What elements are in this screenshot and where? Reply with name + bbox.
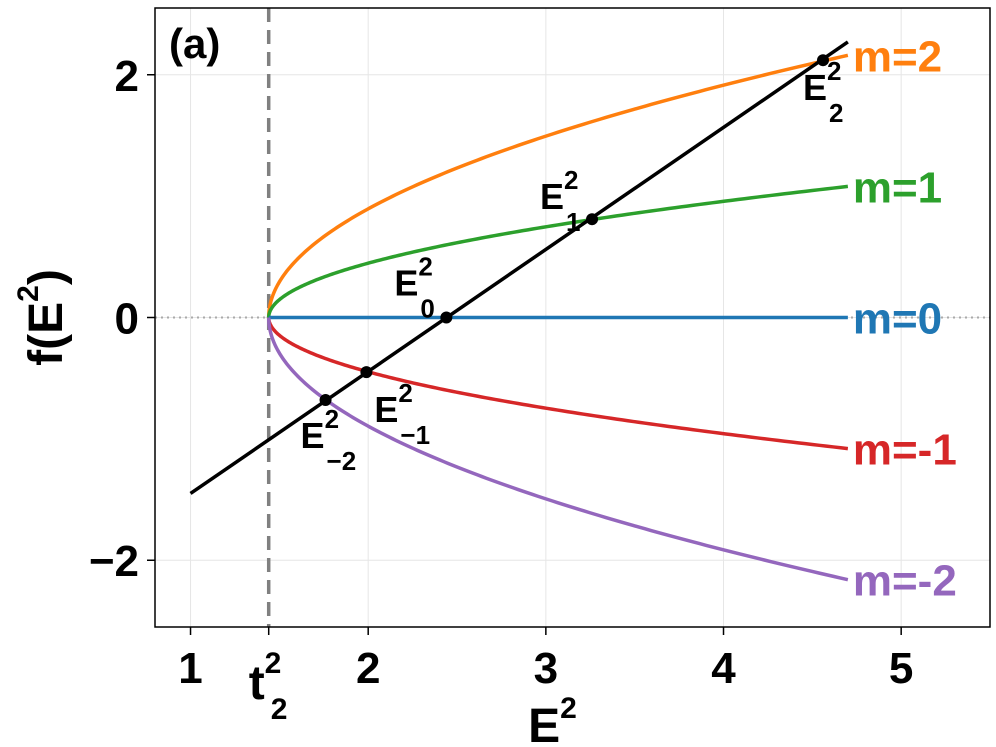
points bbox=[319, 54, 829, 407]
x-axis-label: E2 bbox=[528, 692, 577, 747]
ticks: 1 2 3 4 5 −2 0 2 bbox=[89, 52, 914, 693]
point-label-sup: 2 bbox=[564, 165, 578, 195]
point-label-base: E bbox=[803, 67, 827, 108]
y-tick-label: 2 bbox=[115, 52, 139, 101]
point-label-sub: 0 bbox=[420, 294, 434, 324]
point-label: E2 −2 bbox=[301, 404, 357, 476]
intersection-line bbox=[189, 40, 849, 495]
point-label-sup: 2 bbox=[325, 404, 339, 434]
point-label-sub: −1 bbox=[400, 420, 430, 450]
series-line-m=2 bbox=[266, 53, 849, 318]
series-line-m=1 bbox=[266, 184, 849, 318]
x-tick-label: 4 bbox=[711, 644, 736, 693]
curves bbox=[189, 40, 849, 582]
point-label-sub: 1 bbox=[566, 207, 580, 237]
x-tick-label: 1 bbox=[178, 644, 202, 693]
x-tick-label: 3 bbox=[534, 644, 558, 693]
intersection-point bbox=[586, 213, 599, 226]
panel-label: (a) bbox=[169, 20, 220, 67]
threshold-label-sub: 2 bbox=[271, 693, 288, 726]
point-label: E2 −1 bbox=[374, 378, 430, 450]
point-label-sup: 2 bbox=[418, 252, 432, 282]
point-label-sup: 2 bbox=[827, 56, 841, 86]
series-line-m=-1 bbox=[266, 317, 849, 451]
series-label-m=0: m=0 bbox=[853, 295, 942, 344]
point-label-sub: −2 bbox=[327, 446, 357, 476]
labels: m=2m=1m=0m=-1m=-2E2 2E2 1E2 0E2 −1E2 −2 bbox=[301, 32, 957, 605]
intersection-point bbox=[817, 54, 829, 67]
point-label-sub: 2 bbox=[829, 98, 843, 128]
x-axis-label-sup: 2 bbox=[560, 692, 577, 725]
point-label-base: E bbox=[374, 389, 398, 430]
x-axis-label-base: E bbox=[528, 700, 560, 747]
threshold-label-sup: 2 bbox=[265, 647, 282, 680]
point-label: E2 0 bbox=[394, 252, 434, 324]
series-label-m=1: m=1 bbox=[853, 163, 942, 212]
point-label-sup: 2 bbox=[398, 378, 412, 408]
point-label-base: E bbox=[394, 263, 418, 304]
y-tick-label: 0 bbox=[115, 295, 139, 344]
x-tick-label: 2 bbox=[356, 644, 380, 693]
y-axis-label-sup: 2 bbox=[12, 285, 45, 302]
series-label-m=-2: m=-2 bbox=[853, 557, 957, 606]
point-label: E2 2 bbox=[803, 56, 843, 128]
y-axis-label-pre: f(E bbox=[20, 302, 73, 366]
intersection-point bbox=[360, 366, 373, 379]
point-label: E2 1 bbox=[540, 165, 580, 237]
threshold-label-base: t bbox=[249, 657, 265, 710]
x-tick-label: 5 bbox=[889, 644, 913, 693]
point-label-base: E bbox=[540, 176, 564, 217]
intersection-point bbox=[440, 311, 453, 324]
series-line-m=-2 bbox=[266, 317, 849, 582]
threshold-label: t2 2 bbox=[249, 647, 288, 726]
series-label-m=-1: m=-1 bbox=[853, 426, 957, 475]
y-tick-label: −2 bbox=[89, 537, 139, 586]
point-label-base: E bbox=[301, 415, 325, 456]
y-axis-label-post: ) bbox=[20, 269, 73, 285]
y-axis-label: f(E2) bbox=[12, 269, 73, 366]
intersection-point bbox=[319, 394, 332, 407]
series-label-m=2: m=2 bbox=[853, 32, 942, 81]
